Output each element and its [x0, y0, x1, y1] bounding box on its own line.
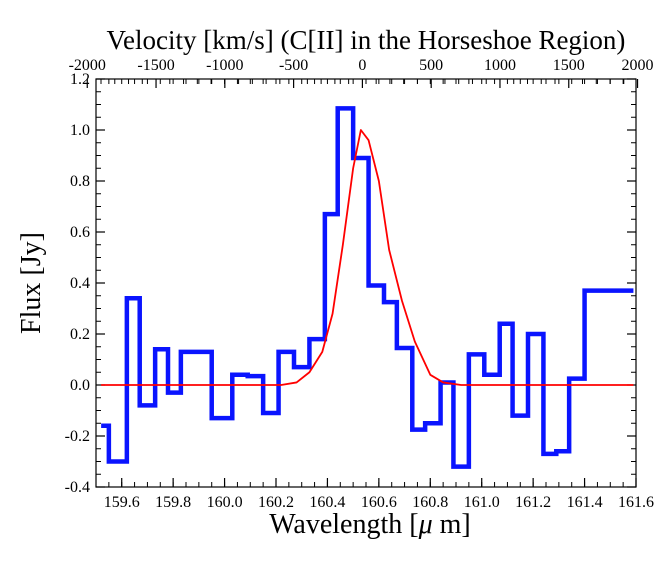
velocity-tick-label: -1500	[137, 57, 174, 74]
top-velocity-axis: -2000 -1500 -1000 -500 0 500 1000 1500 2000	[69, 57, 654, 88]
x-axis-title: Wavelength [μ m]	[269, 509, 471, 540]
velocity-tick-label: 500	[419, 57, 443, 74]
x-tick-label: 160.4	[309, 494, 345, 511]
left-y-axis: -0.4 -0.2 0.0 0.2 0.4 0.6 0.8 1.0 1.2	[65, 71, 105, 496]
y-tick-label: 0.2	[70, 326, 90, 343]
x-tick-label: 161.0	[464, 494, 500, 511]
x-tick-label: 159.8	[155, 494, 191, 511]
x-tick-label: 159.6	[104, 494, 140, 511]
y-tick-label: -0.4	[65, 479, 90, 496]
velocity-tick-label: -500	[279, 57, 308, 74]
y-tick-label: 1.0	[70, 122, 90, 139]
y-axis-title: Flux [Jy]	[16, 232, 47, 334]
x-axis-title-unit: m]	[433, 509, 471, 540]
velocity-tick-label: 1500	[553, 57, 585, 74]
x-tick-label: 161.2	[515, 494, 551, 511]
x-tick-label: 160.2	[258, 494, 294, 511]
y-tick-label: 0.8	[70, 173, 90, 190]
bottom-x-axis: 159.6 159.8 160.0 160.2 160.4 160.6 160.8 161.0…	[95, 478, 654, 511]
velocity-tick-label: 2000	[622, 57, 654, 74]
chart-title: Velocity [km/s] (C[II] in the Horseshoe …	[107, 25, 626, 55]
y-tick-label: 0.0	[70, 377, 90, 394]
x-axis-title-mu: μ	[418, 509, 433, 540]
velocity-tick-label: 1000	[484, 57, 516, 74]
x-tick-label: 161.6	[618, 494, 654, 511]
x-tick-label: 161.4	[567, 494, 603, 511]
x-tick-label: 160.8	[412, 494, 448, 511]
y-tick-label: 0.6	[70, 224, 90, 241]
y-tick-label: -0.2	[65, 428, 90, 445]
plot-frame	[95, 78, 637, 488]
x-tick-label: 160.0	[207, 494, 243, 511]
velocity-tick-label: -2000	[69, 57, 106, 74]
velocity-tick-label: -1000	[206, 57, 243, 74]
right-y-axis	[627, 78, 636, 488]
velocity-tick-label: 0	[358, 57, 366, 74]
y-tick-label: 1.2	[70, 71, 90, 88]
observed-spectrum-step-line	[101, 106, 634, 469]
x-axis-title-main: Wavelength [	[269, 509, 418, 540]
y-tick-label: 0.4	[70, 275, 90, 292]
gaussian-fit-line	[101, 129, 634, 386]
x-tick-label: 160.6	[361, 494, 397, 511]
series-layer	[101, 106, 634, 469]
